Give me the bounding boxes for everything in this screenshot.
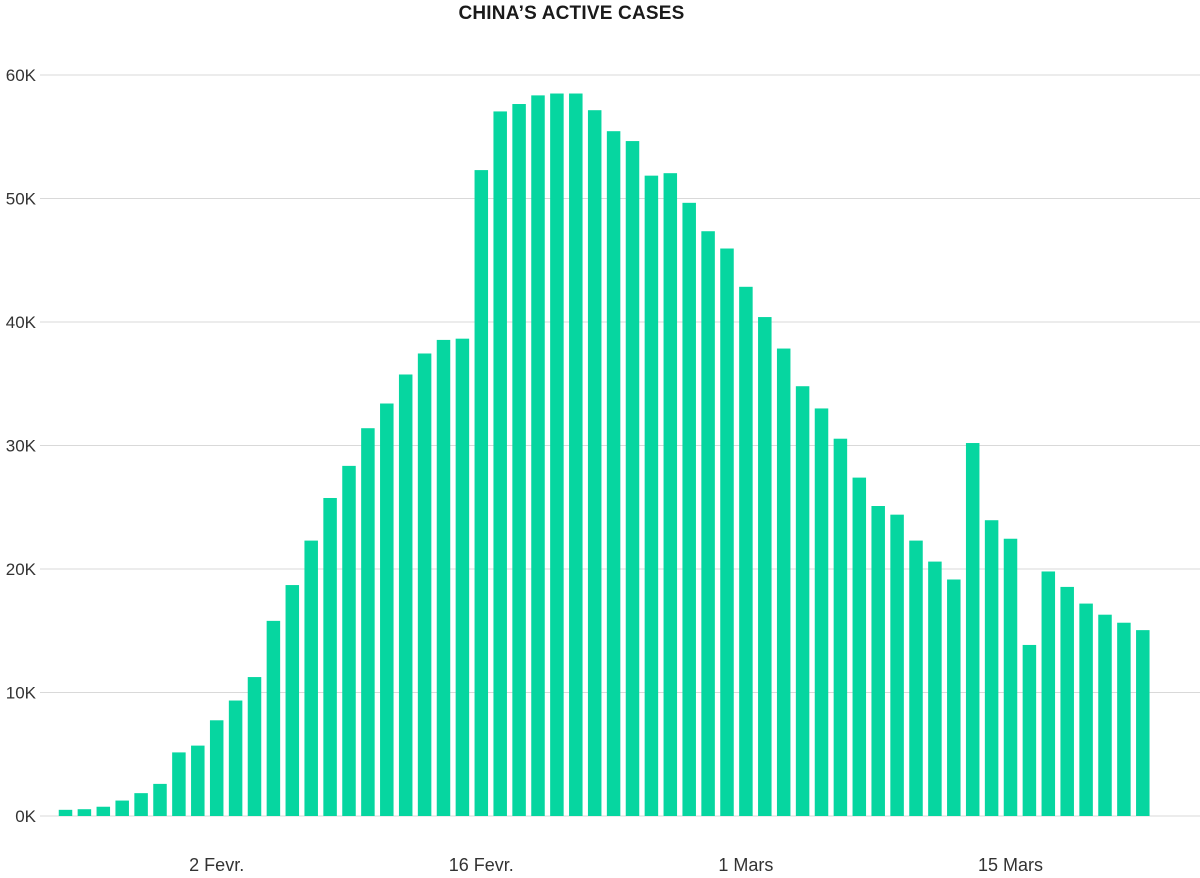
y-tick-label: 60K (6, 66, 37, 85)
bar (96, 806, 111, 816)
bar (1117, 622, 1131, 816)
bar (191, 745, 205, 816)
bar (569, 93, 583, 816)
bar (153, 783, 167, 816)
bar (417, 353, 432, 816)
x-tick-label: 16 Fevr. (449, 855, 514, 875)
bar (814, 408, 829, 816)
bar (644, 175, 659, 816)
bar (58, 809, 73, 816)
bar (890, 514, 904, 816)
bar (682, 202, 696, 816)
bar (625, 141, 640, 816)
bar (436, 339, 451, 816)
y-tick-label: 50K (6, 190, 37, 209)
bar (228, 700, 243, 816)
bar (304, 540, 318, 816)
bar (550, 93, 564, 816)
bar (323, 497, 337, 816)
bar (795, 386, 810, 816)
bar (1060, 586, 1074, 816)
bar (1003, 538, 1018, 816)
bars (58, 93, 1150, 817)
bar (493, 111, 507, 817)
bar (77, 809, 92, 816)
bar (909, 540, 923, 816)
bar (209, 720, 224, 816)
bar (115, 800, 129, 816)
bar (172, 752, 186, 816)
x-tick-label: 15 Mars (978, 855, 1043, 875)
bar (833, 438, 848, 816)
bar (361, 428, 375, 816)
bar (512, 104, 526, 816)
x-tick-label: 2 Fevr. (189, 855, 244, 875)
bar (1041, 571, 1056, 816)
bar (285, 585, 300, 816)
y-tick-label: 0K (15, 807, 36, 826)
bar (474, 170, 489, 817)
bar (342, 465, 356, 816)
bar (247, 677, 262, 816)
bar (587, 110, 602, 816)
y-tick-label: 10K (6, 684, 37, 703)
bar (852, 477, 867, 816)
bar (531, 95, 545, 816)
bar (1022, 644, 1037, 816)
bar (947, 579, 961, 816)
bar (776, 348, 791, 816)
bar (701, 231, 715, 817)
y-tick-label: 20K (6, 560, 37, 579)
bar (965, 443, 980, 816)
bar (984, 520, 999, 816)
bar (1136, 630, 1150, 816)
x-tick-label: 1 Mars (718, 855, 773, 875)
bar (134, 793, 148, 816)
y-tick-label: 40K (6, 313, 37, 332)
bar (758, 317, 772, 816)
bar (739, 286, 753, 816)
bar (380, 403, 394, 816)
y-axis-ticks: 0K 10K 20K 30K 40K 50K 60K (6, 66, 37, 826)
bar (720, 248, 734, 816)
bar (871, 506, 885, 816)
chart-title: CHINA’S ACTIVE CASES (458, 3, 685, 24)
y-tick-label: 30K (6, 437, 37, 456)
bar (606, 131, 621, 816)
bar (398, 374, 413, 816)
x-axis-ticks: 2 Fevr. 16 Fevr. 1 Mars 15 Mars (189, 855, 1043, 875)
bar (266, 620, 281, 816)
bar (1098, 614, 1112, 816)
bar (928, 561, 942, 816)
bar (663, 173, 678, 816)
bar (1079, 603, 1093, 816)
bar (455, 338, 470, 816)
